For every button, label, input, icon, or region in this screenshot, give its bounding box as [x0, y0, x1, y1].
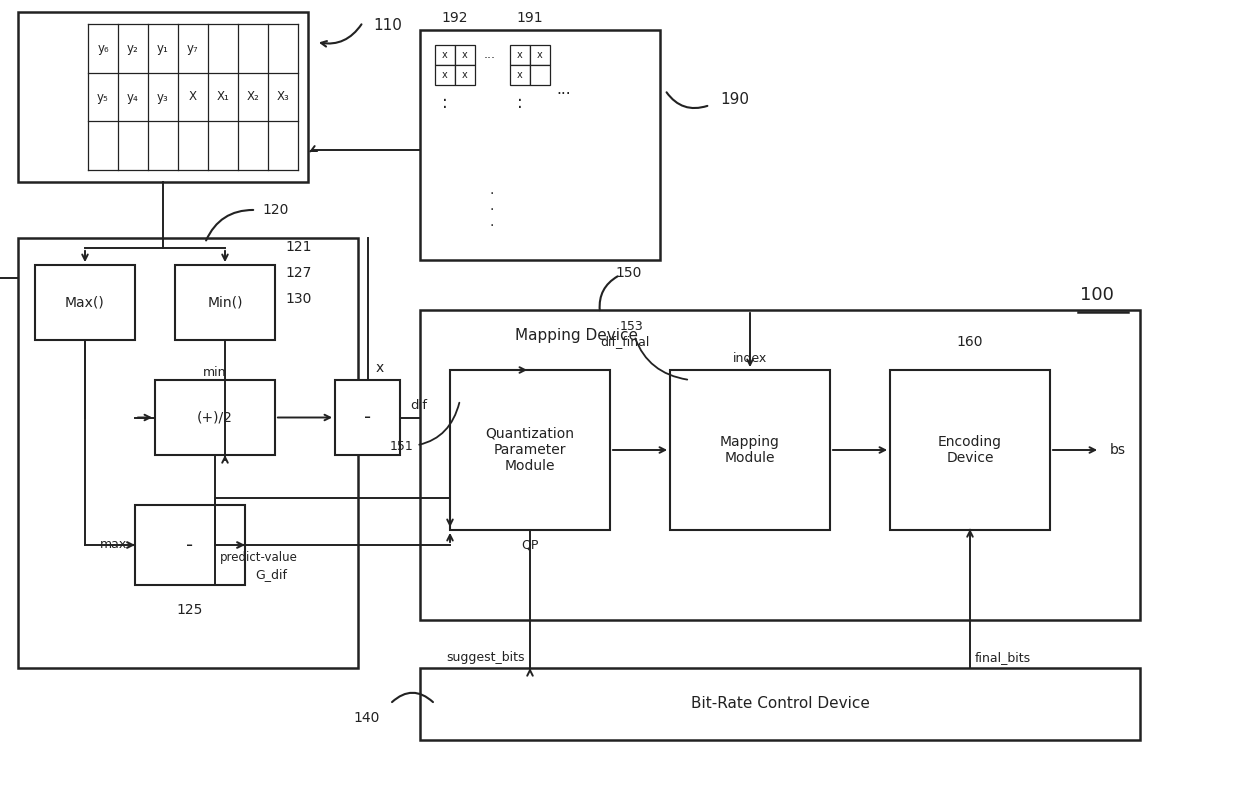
Text: 100: 100 — [1080, 286, 1114, 304]
Text: x: x — [537, 50, 543, 60]
Text: x: x — [517, 50, 523, 60]
Text: y₇: y₇ — [187, 42, 198, 55]
Text: 150: 150 — [615, 266, 641, 280]
Bar — [435, 65, 455, 85]
Bar — [455, 45, 475, 65]
Bar — [435, 45, 455, 65]
Text: Quantization
Parameter
Module: Quantization Parameter Module — [486, 427, 574, 473]
Text: bs: bs — [1110, 443, 1126, 457]
Text: Encoding
Device: Encoding Device — [937, 435, 1002, 465]
Bar — [420, 668, 1140, 740]
Text: 140: 140 — [353, 711, 379, 725]
Text: X₂: X₂ — [247, 90, 259, 104]
Text: y₁: y₁ — [157, 42, 169, 55]
Text: G_dif: G_dif — [255, 568, 286, 582]
Text: 192: 192 — [441, 11, 469, 25]
Text: ...: ... — [557, 83, 572, 97]
Text: y₄: y₄ — [128, 90, 139, 104]
Text: Mapping
Module: Mapping Module — [720, 435, 780, 465]
Bar — [890, 370, 1050, 530]
Bar — [529, 45, 551, 65]
Text: QP: QP — [521, 538, 538, 552]
Text: 160: 160 — [957, 335, 983, 349]
Bar — [529, 65, 551, 85]
Text: Bit-Rate Control Device: Bit-Rate Control Device — [691, 696, 869, 711]
Bar — [335, 380, 401, 455]
Text: Mapping Device: Mapping Device — [515, 328, 639, 343]
Text: x: x — [376, 361, 383, 375]
Text: ·
·
·: · · · — [490, 187, 495, 233]
Bar — [19, 238, 358, 668]
Text: 130: 130 — [285, 292, 311, 306]
Text: 190: 190 — [720, 93, 749, 108]
Text: x: x — [443, 70, 448, 80]
Text: 127: 127 — [285, 266, 311, 280]
Text: max: max — [99, 538, 126, 552]
Text: X₁: X₁ — [217, 90, 229, 104]
Bar — [510, 45, 529, 65]
Bar — [420, 30, 660, 260]
Text: index: index — [733, 351, 768, 365]
Text: :: : — [443, 94, 448, 112]
Text: predict-value: predict-value — [219, 550, 298, 564]
Text: y₅: y₅ — [97, 90, 109, 104]
Text: 110: 110 — [373, 18, 402, 33]
Bar — [135, 505, 246, 585]
Text: x: x — [463, 50, 467, 60]
Bar — [175, 265, 275, 340]
Text: 125: 125 — [177, 603, 203, 617]
Text: 120: 120 — [263, 203, 289, 217]
Text: y₆: y₆ — [97, 42, 109, 55]
Bar — [155, 380, 275, 455]
Bar — [35, 265, 135, 340]
Text: X: X — [188, 90, 197, 104]
Text: 191: 191 — [517, 11, 543, 25]
Text: -: - — [186, 535, 193, 554]
Bar — [19, 12, 308, 182]
Text: -: - — [363, 408, 371, 427]
Bar — [450, 370, 610, 530]
Text: min: min — [203, 365, 227, 379]
Text: ...: ... — [484, 49, 496, 61]
Text: X₃: X₃ — [277, 90, 289, 104]
Text: dif: dif — [410, 399, 427, 412]
Text: dif_final: dif_final — [600, 336, 650, 348]
Text: (+)/2: (+)/2 — [197, 410, 233, 424]
Bar — [670, 370, 830, 530]
Text: x: x — [443, 50, 448, 60]
Bar — [510, 65, 529, 85]
Text: y₂: y₂ — [128, 42, 139, 55]
Text: 121: 121 — [285, 240, 311, 254]
Text: 151: 151 — [391, 402, 459, 453]
Text: y₃: y₃ — [157, 90, 169, 104]
Text: final_bits: final_bits — [975, 652, 1032, 664]
Text: :: : — [517, 94, 523, 112]
Text: 153: 153 — [620, 320, 687, 380]
Text: x: x — [463, 70, 467, 80]
Text: suggest_bits: suggest_bits — [446, 652, 525, 664]
Bar — [455, 65, 475, 85]
Text: Max(): Max() — [66, 296, 105, 310]
Text: x: x — [517, 70, 523, 80]
Bar — [420, 310, 1140, 620]
Text: Min(): Min() — [207, 296, 243, 310]
